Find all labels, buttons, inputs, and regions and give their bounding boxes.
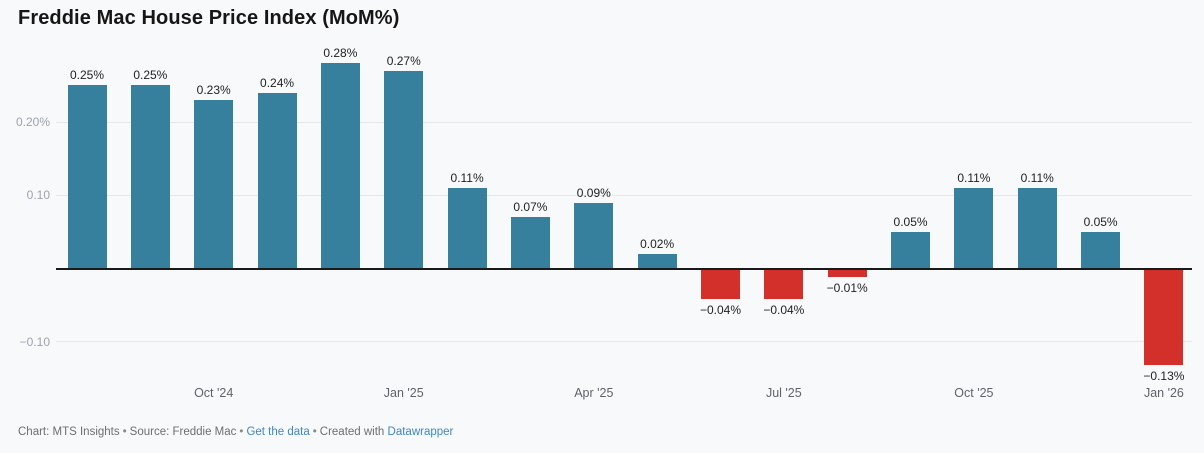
bar	[701, 269, 740, 299]
chart-credit: Chart: MTS Insights	[18, 426, 120, 438]
x-axis-tick-label: Jan '26	[1143, 386, 1184, 400]
bar-value-label: 0.24%	[260, 75, 295, 90]
bar	[130, 85, 170, 269]
bar-value-label: 0.02%	[640, 236, 675, 251]
datawrapper-link[interactable]: Datawrapper	[387, 426, 454, 438]
chart-title: Freddie Mac House Price Index (MoM%)	[18, 7, 400, 29]
bar	[257, 92, 297, 269]
bar-value-label: 0.25%	[69, 68, 105, 83]
bar-value-label: 0.07%	[513, 200, 548, 215]
x-axis-tick-label: Jul '25	[765, 386, 802, 400]
bar-value-label: 0.09%	[576, 185, 611, 200]
bar-value-label: 0.25%	[133, 68, 168, 83]
gridline	[56, 121, 1192, 123]
bar	[764, 269, 804, 299]
bar	[194, 100, 234, 269]
get-the-data-link[interactable]: Get the data	[246, 426, 310, 438]
x-axis-tick-label: Apr '25	[574, 386, 614, 400]
y-axis-tick-label: −0.10	[19, 334, 50, 349]
bar-value-label: −0.01%	[826, 280, 868, 295]
x-axis-line	[56, 268, 1192, 270]
bar	[891, 231, 931, 269]
source-credit: Source: Freddie Mac	[129, 426, 237, 438]
chart-footer: Chart: MTS Insights • Source: Freddie Mac •…	[18, 426, 453, 438]
bar-value-label: 0.11%	[450, 170, 484, 185]
created-with-text: Created with	[319, 426, 385, 438]
bar-value-label: −0.04%	[763, 302, 805, 317]
bar	[384, 70, 424, 269]
y-axis-tick-label: 0.20%	[15, 115, 50, 129]
bar	[954, 187, 994, 269]
x-axis-tick-label: Oct '24	[194, 386, 234, 400]
footer-separator: •	[239, 426, 244, 438]
bar	[447, 187, 487, 269]
bar	[510, 217, 550, 269]
bar	[320, 63, 360, 269]
bar	[1081, 231, 1121, 269]
gridline	[56, 341, 1192, 343]
bar	[1017, 187, 1057, 269]
bar-value-label: 0.27%	[386, 53, 421, 68]
x-axis-tick-label: Jan '25	[383, 386, 424, 400]
bar-value-label: 0.11%	[957, 170, 991, 185]
footer-separator: •	[312, 426, 317, 438]
bar-value-label: 0.05%	[893, 214, 928, 229]
bar	[827, 269, 867, 277]
gridline	[56, 194, 1192, 196]
bar-value-label: −0.13%	[1143, 368, 1185, 383]
bar	[574, 202, 614, 269]
bar-value-label: 0.23%	[196, 83, 231, 98]
bar	[1144, 269, 1184, 365]
bar-value-label: 0.05%	[1083, 214, 1118, 229]
footer-separator: •	[122, 426, 127, 438]
bar-value-label: −0.04%	[699, 302, 742, 317]
bar	[67, 85, 107, 269]
y-axis-tick-label: 0.10	[26, 188, 50, 203]
bar-value-label: 0.11%	[1020, 170, 1054, 185]
x-axis-tick-label: Oct '25	[954, 386, 994, 400]
bar	[637, 253, 677, 269]
bar-value-label: 0.28%	[323, 46, 358, 61]
